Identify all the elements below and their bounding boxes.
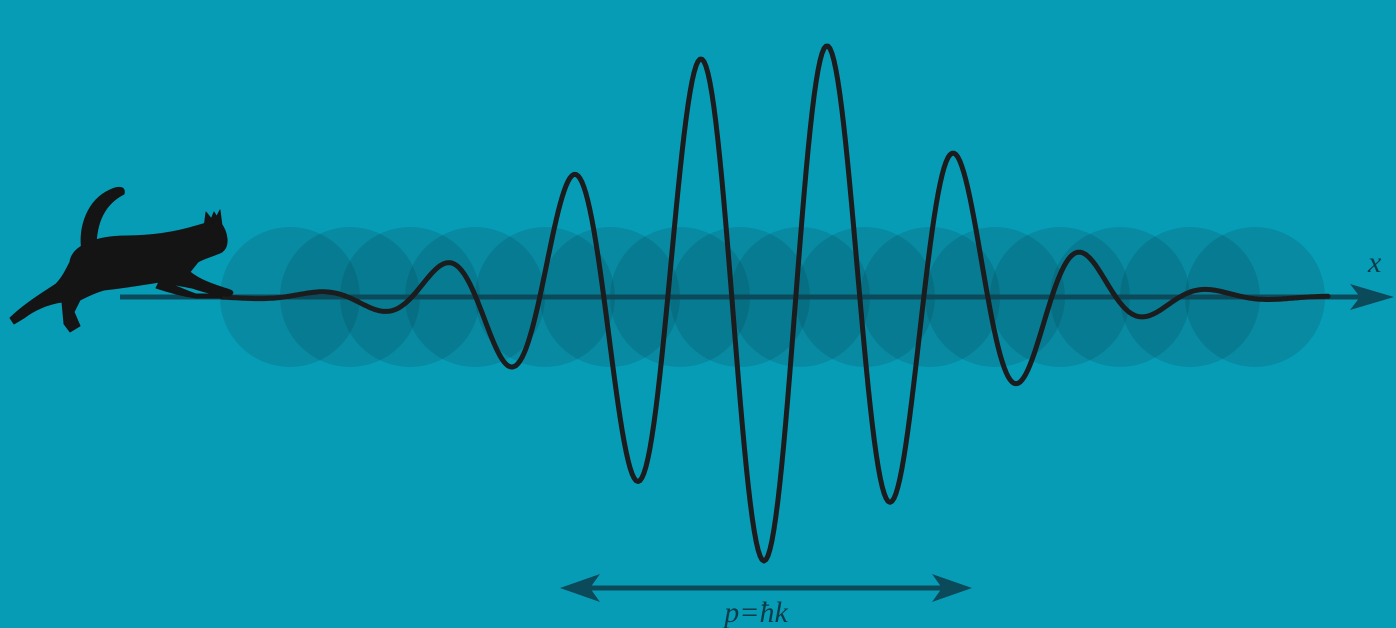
wave-function-curve — [219, 43, 1331, 564]
momentum-arrow-left-head — [560, 574, 600, 602]
cat-silhouette-icon — [9, 186, 234, 333]
x-axis-arrowhead — [1350, 284, 1394, 310]
momentum-arrow: p=ħk — [560, 574, 972, 628]
x-axis-label: x — [1367, 246, 1382, 279]
momentum-label: p=ħk — [722, 596, 788, 628]
x-axis: x — [120, 246, 1394, 310]
momentum-arrow-right-head — [932, 574, 972, 602]
